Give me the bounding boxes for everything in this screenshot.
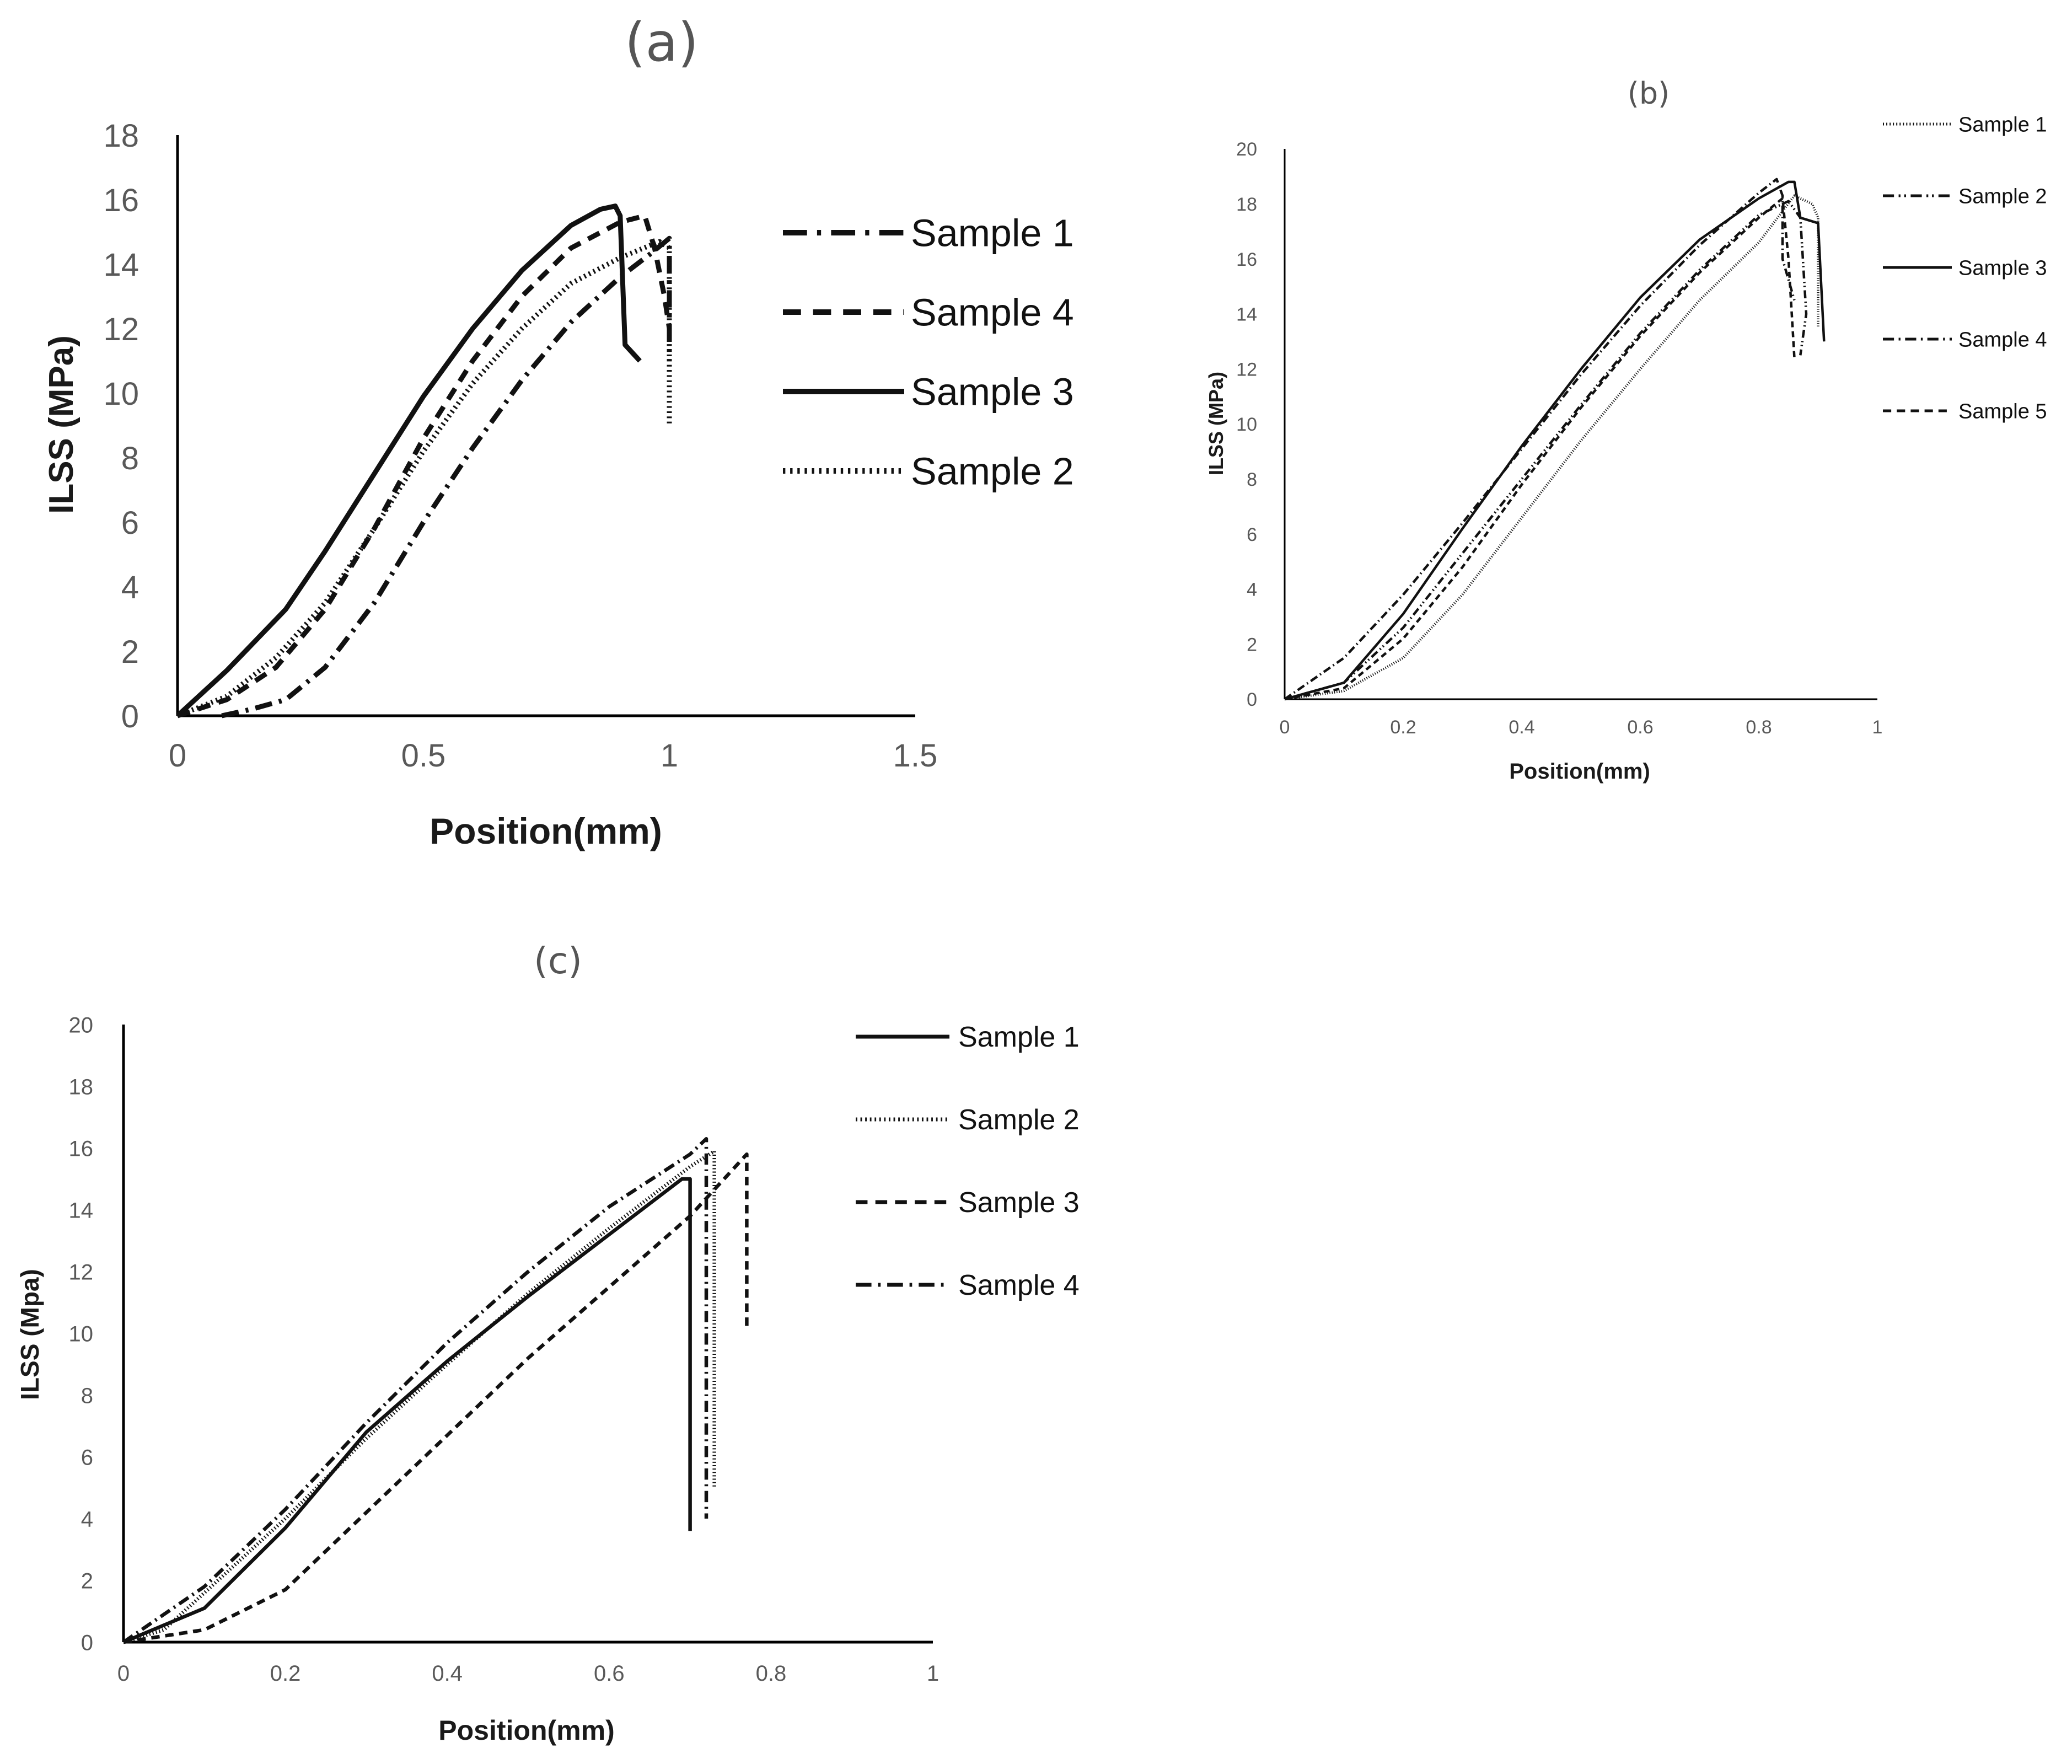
y-tick-label: 2 [121,634,139,670]
series-line-sample-4 [176,213,672,719]
x-tick-label: 0.2 [270,1661,301,1686]
y-tick-label: 10 [69,1322,94,1346]
series-line-sample-5 [1284,197,1796,701]
y-tick-label: 14 [103,247,139,283]
legend-label: Sample 2 [911,450,1074,493]
x-tick-label: 0.2 [1390,717,1416,738]
legend-label: Sample 1 [1958,113,2047,136]
legend-label: Sample 2 [958,1104,1080,1136]
panel-c-legend: Sample 1 Sample 2 Sample 3 Sample 4 [856,1021,1080,1301]
panel-a-plot-area: 0 2 4 6 8 10 12 14 16 18 0 0.5 1 1.5 [103,118,937,774]
y-tick-label: 0 [81,1631,93,1655]
y-tick-label: 4 [1247,580,1257,600]
legend-label: Sample 2 [1958,185,2047,208]
panel-b-x-axis-label: Position(mm) [1509,759,1650,784]
panel-c-title: (c) [534,940,582,982]
x-tick-label: 1 [1872,717,1883,738]
x-tick-label: 0.4 [432,1661,463,1686]
legend-label: Sample 4 [1958,328,2047,351]
y-tick-label: 4 [121,570,139,605]
series-line-sample-4 [122,1136,708,1644]
y-tick-label: 16 [69,1136,94,1161]
y-tick-label: 18 [103,118,139,154]
panel-c-plot-area: 0 2 4 6 8 10 12 14 16 18 20 0 0.2 0.4 0.6 0.8 1 [69,1013,940,1686]
panel-c-y-axis-label: ILSS (Mpa) [15,1269,44,1400]
y-tick-label: 16 [1236,249,1257,270]
panel-c: (c) Position(mm) ILSS (Mpa) 024681012141… [15,940,1080,1746]
y-tick-label: 8 [1247,469,1257,490]
panel-b-plot-area: 0 2 4 6 8 10 12 14 16 18 20 0 0.2 0.4 0.6 0.8 1 [1236,139,1882,738]
legend-label: Sample 3 [911,371,1074,414]
y-tick-label: 16 [103,183,139,218]
panel-a-title: (a) [625,12,699,73]
y-tick-label: 14 [69,1198,94,1223]
y-tick-label: 12 [1236,359,1257,380]
legend-label: Sample 1 [958,1021,1080,1053]
y-tick-label: 12 [103,312,139,347]
series-line-sample-1 [122,1177,692,1644]
legend-label: Sample 4 [958,1269,1080,1301]
y-tick-label: 2 [81,1569,93,1593]
panel-a-x-axis-label: Position(mm) [430,811,662,851]
y-tick-label: 18 [1236,194,1257,215]
panel-b: (b) Position(mm) ILSS (MPa) 024681012141… [1205,76,2047,784]
panel-b-y-axis-label: ILSS (MPa) [1205,372,1227,475]
x-tick-label: 0.4 [1509,717,1534,738]
y-tick-label: 18 [69,1075,94,1099]
y-tick-label: 0 [1247,689,1257,710]
y-tick-label: 2 [1247,634,1257,655]
legend-label: Sample 3 [958,1187,1080,1219]
x-tick-label: 0.8 [756,1661,787,1686]
y-tick-label: 4 [81,1507,93,1531]
x-tick-label: 0 [117,1661,130,1686]
x-tick-label: 0.6 [594,1661,625,1686]
y-tick-label: 8 [81,1384,93,1408]
y-tick-label: 6 [121,505,139,541]
y-tick-label: 10 [1236,414,1257,435]
series-line-sample-3 [123,1152,749,1644]
series-line-sample-4 [1284,178,1796,700]
panel-a-y-axis-label: ILSS (MPa) [42,335,80,514]
legend-label: Sample 5 [1958,400,2047,423]
y-tick-label: 12 [69,1260,94,1284]
legend-label: Sample 4 [911,291,1074,334]
y-tick-label: 6 [81,1445,93,1470]
series-line-sample-3 [175,203,642,718]
x-tick-label: 1 [661,738,678,774]
legend-label: Sample 3 [1958,256,2047,280]
x-tick-label: 1 [927,1661,939,1686]
x-tick-label: 0.6 [1627,717,1653,738]
x-tick-label: 1.5 [893,738,938,774]
panel-a-legend: Sample 1 Sample 4 Sample 3 Sample 2 [783,212,1074,493]
x-tick-label: 0.8 [1746,717,1772,738]
panel-b-title: (b) [1628,76,1670,111]
x-tick-label: 0.5 [401,738,446,774]
series-line-sample-2 [176,239,672,719]
x-tick-label: 0 [169,738,186,774]
series-line-sample-3 [1284,180,1826,701]
x-tick-label: 0 [1280,717,1290,738]
y-tick-label: 10 [103,376,139,412]
y-tick-label: 20 [1236,139,1257,160]
legend-label: Sample 1 [911,212,1074,255]
panel-c-x-axis-label: Position(mm) [438,1715,614,1746]
y-tick-label: 0 [121,699,139,734]
y-tick-label: 8 [121,441,139,476]
series-line-sample-1 [221,235,672,719]
panel-a: (a) Position(mm) ILSS (MPa) 024681012141… [42,12,1074,851]
y-tick-label: 20 [69,1013,94,1037]
y-tick-label: 14 [1236,304,1257,325]
series-line-sample-2 [123,1149,716,1644]
panel-b-legend: Sample 1 Sample 2 Sample 3 Sample 4 Sample 5 [1883,113,2047,423]
y-tick-label: 6 [1247,524,1257,545]
